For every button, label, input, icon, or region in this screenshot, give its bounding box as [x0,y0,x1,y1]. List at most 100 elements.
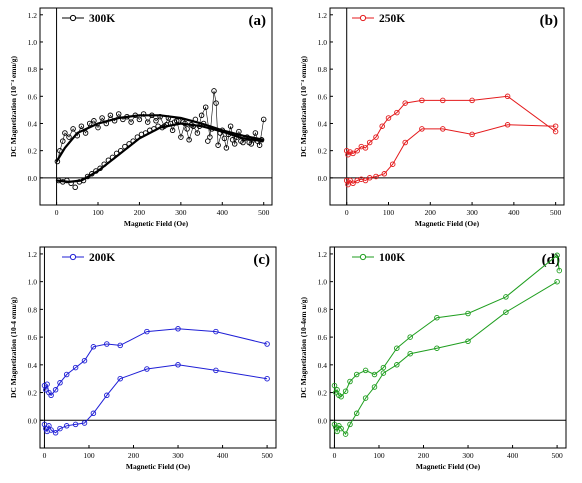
x-tick-label: 300 [462,451,474,460]
data-point [264,375,270,382]
x-axis-label: Magnetic Field (Oe) [416,462,481,471]
data-point [407,334,413,340]
data-point [104,341,110,347]
y-tick-label: 1.0 [28,38,38,47]
data-point [72,184,78,191]
series-line-0 [44,328,268,397]
data-point [385,115,392,121]
x-tick-label: 400 [217,451,229,460]
y-tick-label: 0.4 [318,119,328,128]
data-point [407,350,413,357]
data-point [331,382,338,389]
data-point [379,123,385,129]
x-tick-label: 0 [55,208,59,217]
data-point [70,126,76,132]
data-point [186,137,192,143]
data-point [194,130,201,136]
y-tick-label: 1.0 [318,278,328,287]
chart-panel-300K: 0 100 200 300 400 500 0.0 0.2 0.4 0.6 0.8 1.0 1.2 Mag… [9,7,273,228]
data-point [469,131,475,138]
data-point [215,142,221,148]
y-tick-label: 1.0 [318,38,328,47]
data-point [229,137,236,143]
data-point [144,366,150,372]
data-point [371,371,378,378]
data-point [440,126,446,132]
data-point [90,344,97,350]
y-tick-label: 0.6 [28,92,38,101]
data-point [334,387,340,393]
y-tick-label: 1.0 [28,278,38,287]
data-point [366,175,373,181]
data-point [389,161,396,167]
legend-label: 100K [379,252,405,264]
series-line-2 [56,122,264,184]
data-point [43,425,49,432]
data-point [117,375,123,382]
data-point [504,122,511,128]
data-point [353,371,360,378]
data-point [373,173,379,180]
x-tick-label: 0 [43,451,47,460]
data-point [95,124,101,131]
data-point [46,423,52,429]
legend-marker [359,14,367,22]
legend-label: 200K [89,252,115,264]
y-tick-label: 0.6 [318,333,328,342]
data-point [380,364,387,371]
data-point [394,362,400,368]
data-point [362,367,369,374]
data-point [44,381,50,387]
y-tick-label: 0.8 [318,65,328,74]
data-point [338,393,344,400]
data-point [153,118,159,124]
y-tick-label: 0.4 [28,119,38,128]
series-line-0 [334,254,560,398]
y-tick-label: 0.0 [318,416,328,425]
chart-panel-100K: 0 100 200 300 400 500 0.0 0.2 0.4 0.6 0.8 1.0 1.2 Mag… [299,246,567,471]
y-axis-label: DC Magnetization (10-4em u/g) [299,296,308,398]
data-point [57,425,63,432]
data-point [353,410,360,417]
chart-panel-250K: 0 100 200 300 400 500 0.0 0.2 0.4 0.6 0.8 1.0 1.2 Mag… [299,7,565,228]
data-point [213,367,219,374]
data-point [380,370,387,376]
series-line-1 [44,364,268,434]
data-point [434,345,440,351]
y-tick-label: 1.2 [318,11,328,20]
x-axis-label: Magnetic Field (Oe) [126,462,191,471]
data-point [178,134,184,140]
y-tick-label: 0.0 [28,416,38,425]
x-tick-label: 400 [508,208,520,217]
data-point [381,171,388,177]
data-point [221,135,228,142]
data-point [554,252,560,259]
data-point [554,278,560,285]
data-point [136,116,143,123]
x-tick-label: 400 [507,451,519,460]
plot-frame [329,7,565,206]
panel-label: (b) [540,13,558,29]
x-tick-label: 500 [258,208,270,217]
x-tick-label: 300 [175,208,187,217]
legend-label: 300K [89,13,115,25]
x-tick-label: 100 [92,208,104,217]
data-point [345,181,351,188]
y-tick-label: 1.2 [28,11,38,20]
y-tick-label: 0.6 [318,92,328,101]
data-point [354,147,360,154]
x-axis-label: Magnetic Field (Oe) [124,219,189,228]
data-point [552,128,559,135]
y-axis-label: DC Magnetization (10⁻⁴ emu/g) [299,56,308,157]
data-point [362,145,369,151]
plot-frame [39,7,273,206]
data-point [128,119,134,125]
data-point [465,310,471,317]
data-point [202,104,209,110]
data-point [373,134,379,140]
data-point [213,328,219,335]
data-point [347,149,353,155]
data-point [175,362,181,368]
series-line-1 [334,281,558,436]
